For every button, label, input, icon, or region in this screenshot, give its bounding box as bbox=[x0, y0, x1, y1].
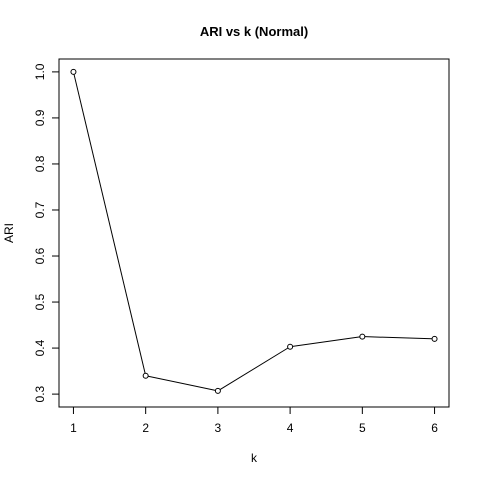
x-tick-label: 1 bbox=[70, 421, 77, 435]
data-point bbox=[70, 68, 77, 75]
series-line-segment bbox=[292, 336, 360, 347]
data-point bbox=[287, 343, 294, 350]
chart-title: ARI vs k (Normal) bbox=[200, 24, 308, 39]
series-line-segment bbox=[73, 74, 146, 374]
y-tick-label: 0.6 bbox=[33, 247, 47, 264]
series-line-segment bbox=[219, 347, 289, 391]
y-tick-label: 0.3 bbox=[33, 385, 47, 402]
series-layer bbox=[70, 68, 438, 394]
x-tick-label: 5 bbox=[359, 421, 366, 435]
y-tick-label: 0.4 bbox=[33, 339, 47, 356]
y-axis: 0.3 0.4 0.5 0.6 0.7 0.8 0.9 1.0 bbox=[33, 63, 60, 402]
y-tick-label: 0.7 bbox=[33, 201, 47, 218]
data-point bbox=[142, 372, 149, 379]
x-tick-label: 6 bbox=[431, 421, 438, 435]
x-tick-label: 2 bbox=[142, 421, 149, 435]
plot-frame bbox=[58, 58, 450, 408]
y-tick-label: 0.8 bbox=[33, 155, 47, 172]
y-tick-label: 0.9 bbox=[33, 109, 47, 126]
x-tick-label: 4 bbox=[287, 421, 294, 435]
y-tick-label: 0.5 bbox=[33, 293, 47, 310]
data-point bbox=[431, 335, 438, 342]
data-point bbox=[214, 387, 221, 394]
x-tick-label: 3 bbox=[215, 421, 222, 435]
y-tick-label: 1.0 bbox=[33, 63, 47, 80]
series-line-segment bbox=[364, 336, 433, 340]
x-axis: 1 2 3 4 5 6 bbox=[70, 406, 438, 435]
y-axis-label: ARI bbox=[2, 223, 16, 243]
data-point bbox=[359, 333, 366, 340]
series-line-segment bbox=[148, 375, 216, 391]
x-axis-label: k bbox=[251, 451, 258, 465]
